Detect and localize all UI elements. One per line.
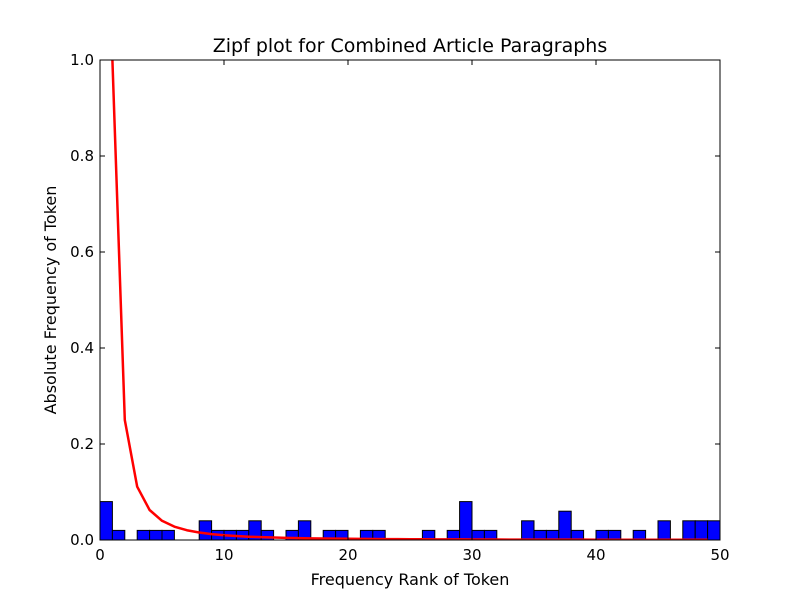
bar-rank-46 [657, 520, 671, 541]
bar-rank-1 [99, 501, 113, 541]
plot-frame [99, 59, 721, 541]
x-axis-label: Frequency Rank of Token [311, 570, 510, 589]
bar-rank-2 [111, 529, 126, 541]
y-axis-label: Absolute Frequency of Token [41, 186, 60, 415]
chart-title: Zipf plot for Combined Article Paragraph… [213, 35, 607, 57]
y-tick-label: 0.2 [70, 435, 94, 453]
bar-rank-4 [136, 529, 151, 541]
axis-ticks: 0 10 20 30 40 50 0.0 0.2 0.4 0.6 0.8 1.0 [70, 51, 729, 564]
bar-rank-49 [694, 520, 709, 541]
bar-rank-48 [682, 520, 696, 541]
y-tick-label: 1.0 [70, 51, 94, 69]
bar-rank-30 [459, 501, 473, 541]
x-tick-label: 10 [214, 546, 233, 564]
bar-rank-50 [707, 520, 721, 541]
bar-rank-38 [558, 510, 572, 541]
bar-rank-5 [149, 529, 163, 541]
x-tick-label: 40 [586, 546, 605, 564]
y-tick-label: 0.4 [70, 339, 94, 357]
x-tick-label: 50 [710, 546, 729, 564]
y-tick-label: 0.6 [70, 243, 94, 261]
x-tick-label: 30 [462, 546, 481, 564]
bar-rank-9 [198, 520, 213, 541]
x-tick-label: 20 [338, 546, 357, 564]
y-tick-label: 0.8 [70, 147, 94, 165]
bar-rank-35 [521, 520, 535, 541]
y-tick-label: 0.0 [70, 531, 94, 549]
x-tick-label: 0 [95, 546, 105, 564]
bar-rank-6 [161, 529, 175, 541]
